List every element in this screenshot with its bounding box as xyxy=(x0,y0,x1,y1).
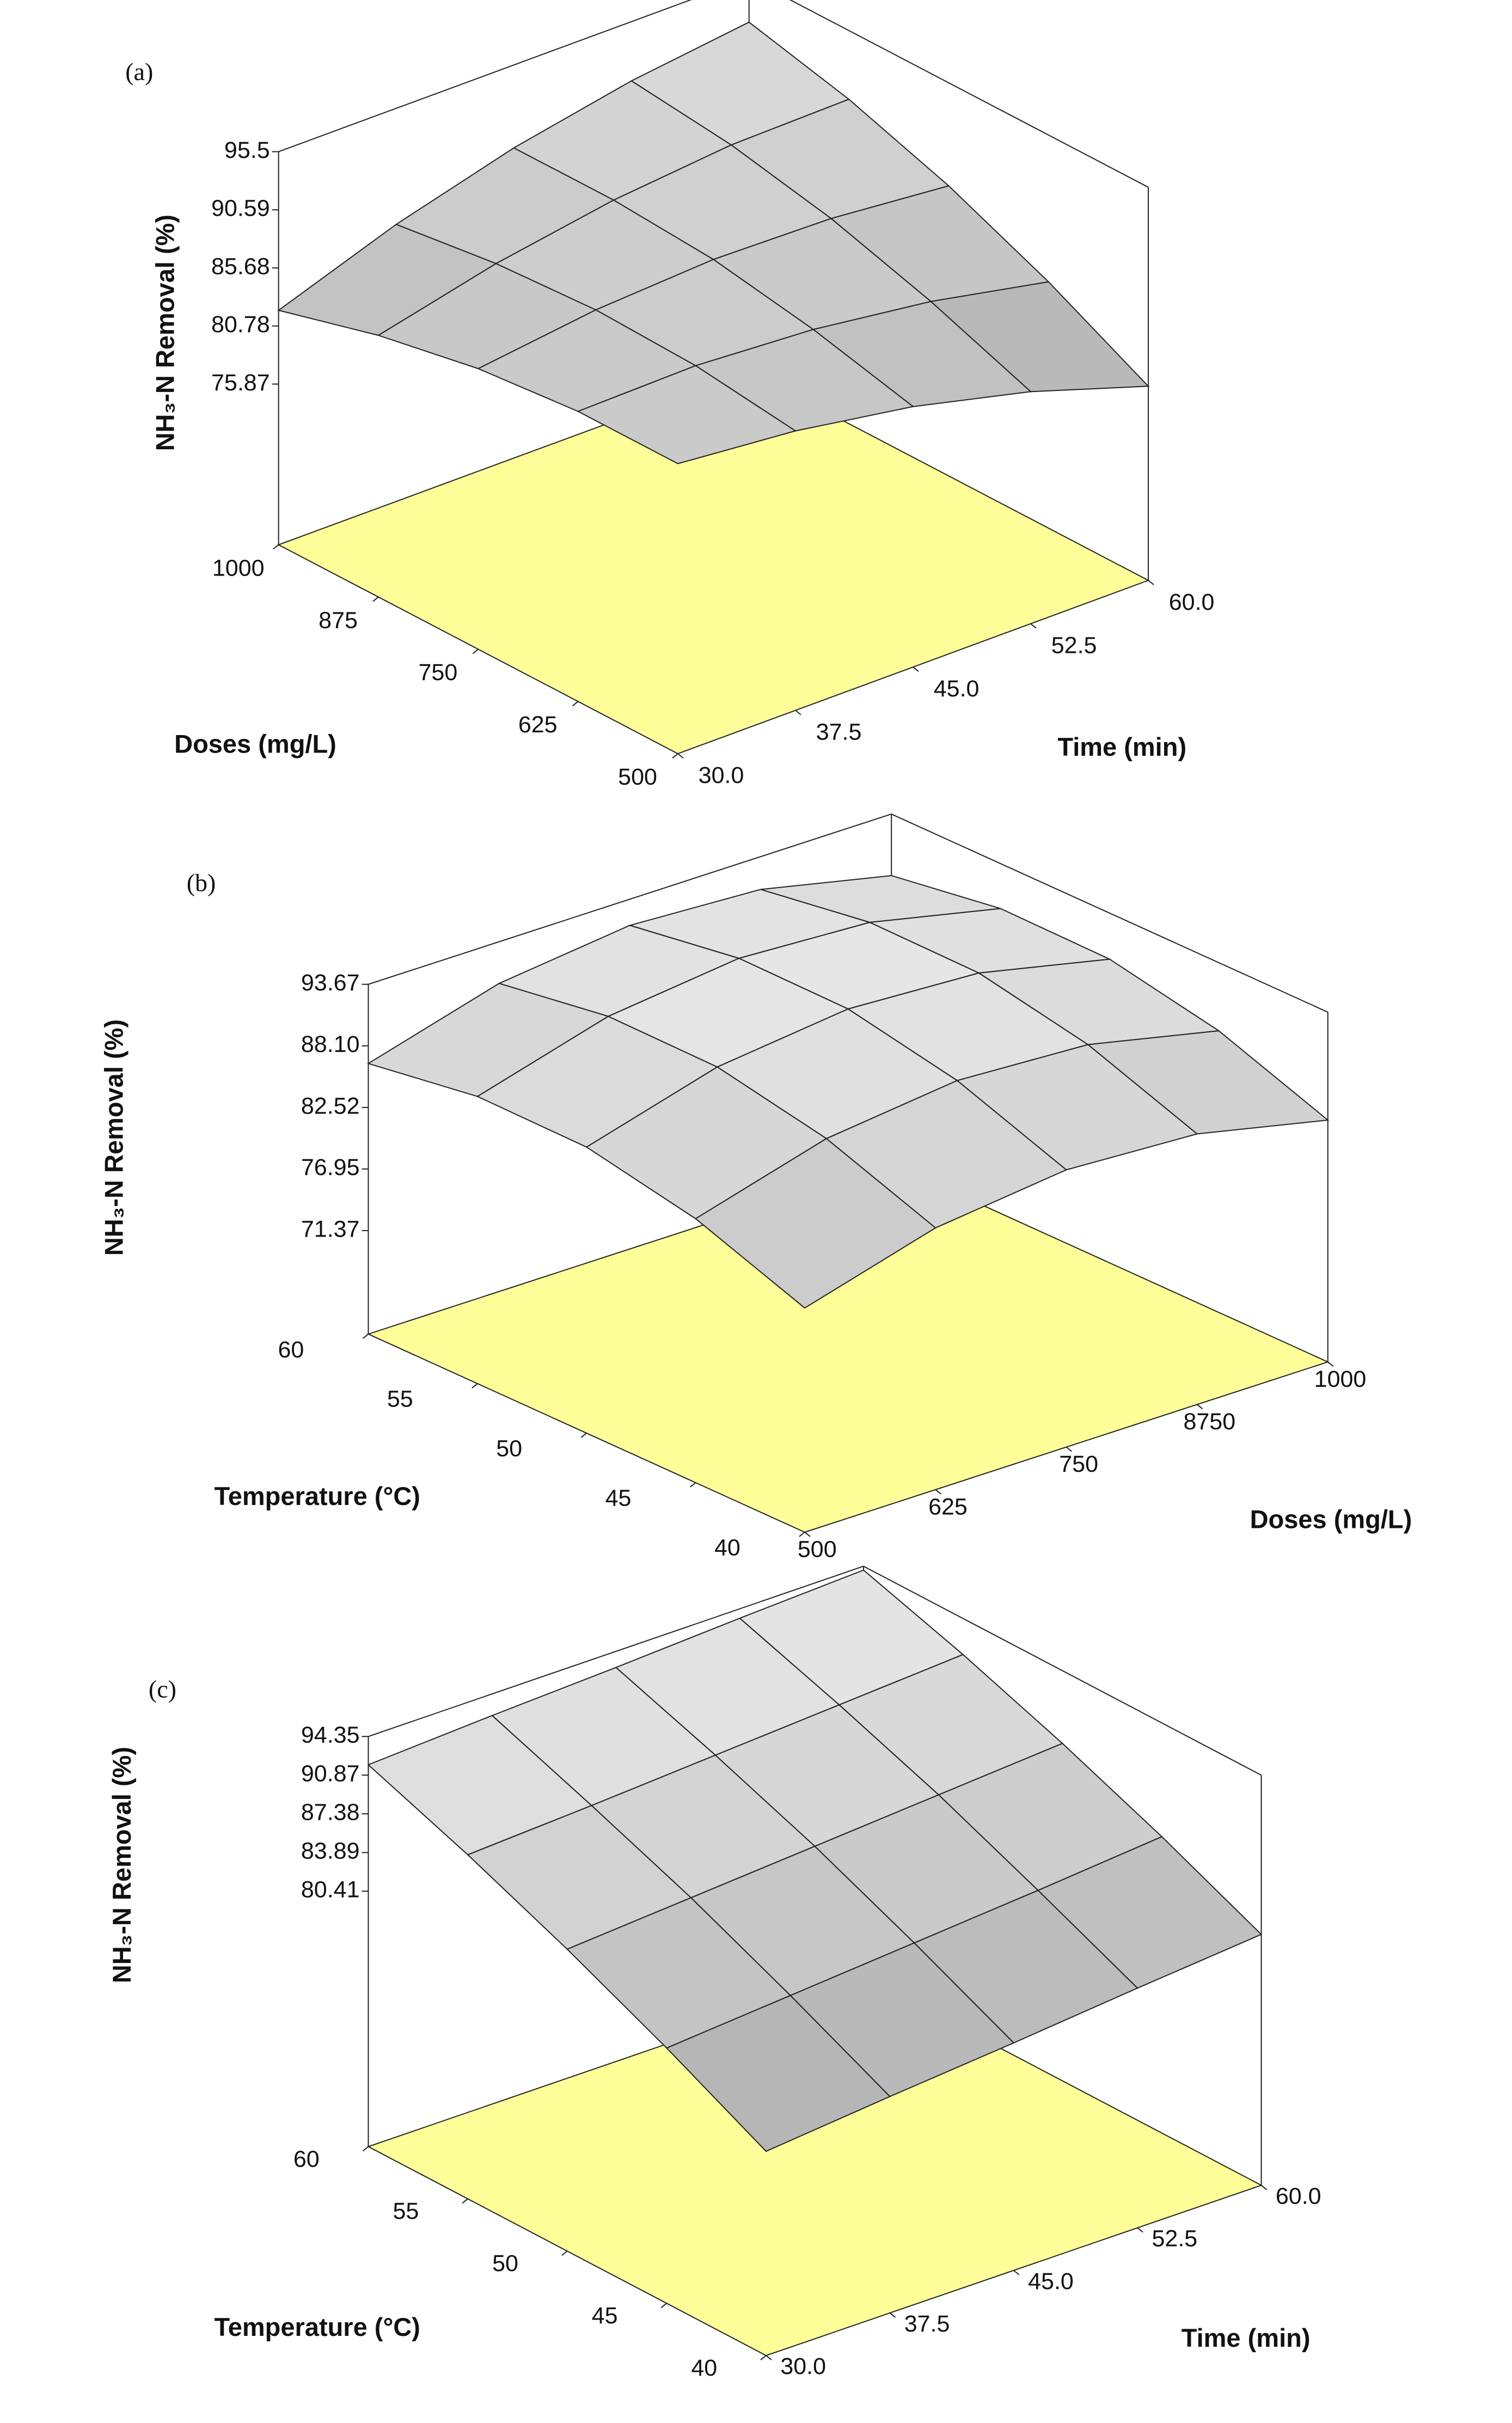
x-tick-label: 50 xyxy=(496,1436,522,1462)
y-tick-label: 30.0 xyxy=(780,2353,826,2379)
y-tick xyxy=(677,753,684,759)
y-tick xyxy=(889,2312,896,2318)
y-tick xyxy=(804,1532,811,1537)
y-axis-label: Time (min) xyxy=(1057,732,1186,761)
x-tick xyxy=(273,544,279,550)
box-edge xyxy=(863,1565,1262,1776)
z-tick-label: 93.67 xyxy=(301,970,360,996)
z-axis-label: NH₃-N Removal (%) xyxy=(107,1747,136,1983)
x-tick xyxy=(372,596,379,602)
panel-label: (c) xyxy=(149,1675,176,1703)
z-tick-label: 88.10 xyxy=(301,1031,360,1057)
x-tick xyxy=(799,1532,805,1537)
x-tick-label: 50 xyxy=(492,2250,518,2277)
y-tick-label: 8750 xyxy=(1183,1409,1235,1435)
x-tick-label: 60 xyxy=(278,1337,304,1363)
y-tick-label: 500 xyxy=(798,1536,837,1562)
x-tick-label: 1000 xyxy=(212,555,265,581)
box-edge xyxy=(368,1565,864,1737)
z-tick-label: 85.68 xyxy=(211,253,270,279)
z-tick-label: 80.41 xyxy=(301,1877,360,1903)
y-tick xyxy=(935,1489,941,1495)
z-tick-label: 80.78 xyxy=(211,311,270,338)
x-tick-label: 625 xyxy=(518,712,558,738)
y-tick-label: 625 xyxy=(928,1494,968,1520)
panel-label: (b) xyxy=(187,868,216,896)
z-tick-label: 90.87 xyxy=(301,1760,360,1786)
y-tick-label: 45.0 xyxy=(1028,2268,1074,2294)
x-tick xyxy=(690,1482,696,1488)
x-tick xyxy=(672,753,678,759)
z-tick-label: 76.95 xyxy=(301,1154,360,1180)
box-edge xyxy=(368,813,892,985)
y-tick xyxy=(1148,580,1154,585)
x-tick xyxy=(472,1383,478,1388)
x-tick xyxy=(362,2146,369,2152)
x-axis-label: Temperature (°C) xyxy=(215,1482,420,1510)
z-axis-label: NH₃-N Removal (%) xyxy=(100,1019,128,1256)
y-tick-label: 37.5 xyxy=(904,2311,950,2337)
y-tick xyxy=(1260,2185,1268,2191)
x-tick-label: 45 xyxy=(592,2303,618,2329)
y-tick-label: 750 xyxy=(1059,1451,1098,1477)
z-axis-label: NH₃-N Removal (%) xyxy=(150,215,179,451)
x-tick-label: 750 xyxy=(419,659,458,686)
y-tick-label: 52.5 xyxy=(1152,2226,1198,2252)
y-tick-label: 45.0 xyxy=(934,676,980,702)
x-tick-label: 500 xyxy=(618,764,657,790)
y-tick-label: 60.0 xyxy=(1276,2183,1321,2210)
y-tick-label: 37.5 xyxy=(816,719,862,745)
surface-cell xyxy=(665,1994,891,2152)
x-tick xyxy=(572,701,579,707)
x-tick-label: 875 xyxy=(319,607,358,633)
y-tick-label: 30.0 xyxy=(699,762,744,788)
z-tick-label: 94.35 xyxy=(301,1722,360,1748)
box-edge xyxy=(789,0,1149,188)
y-tick-label: 60.0 xyxy=(1169,589,1215,615)
x-tick-label: 40 xyxy=(691,2355,717,2381)
y-axis-label: Doses (mg/L) xyxy=(1250,1504,1412,1533)
z-tick-label: 75.87 xyxy=(211,370,270,396)
x-axis-label: Doses (mg/L) xyxy=(174,729,336,758)
z-tick-label: 95.5 xyxy=(224,137,270,163)
y-tick xyxy=(1030,623,1037,629)
y-tick-label: 1000 xyxy=(1314,1366,1367,1392)
y-tick-label: 52.5 xyxy=(1051,632,1097,658)
x-tick xyxy=(760,2355,767,2360)
z-tick-label: 87.38 xyxy=(301,1800,360,1826)
y-tick xyxy=(1137,2227,1143,2233)
x-tick xyxy=(462,2198,468,2204)
x-tick-label: 45 xyxy=(605,1485,632,1512)
y-tick xyxy=(1327,1361,1334,1367)
y-tick xyxy=(1013,2269,1020,2275)
y-tick xyxy=(1196,1404,1203,1410)
surface-cell xyxy=(577,365,797,464)
y-tick xyxy=(1066,1446,1073,1452)
x-tick-label: 60 xyxy=(293,2146,320,2172)
y-axis-label: Time (min) xyxy=(1182,2323,1311,2352)
panel-label: (a) xyxy=(125,58,153,85)
z-tick-label: 83.89 xyxy=(301,1838,360,1864)
y-tick xyxy=(913,666,919,672)
x-tick xyxy=(660,2303,667,2308)
z-tick-label: 82.52 xyxy=(301,1093,360,1119)
x-axis-label: Temperature (°C) xyxy=(215,2312,420,2341)
x-tick-label: 40 xyxy=(714,1535,740,1561)
z-tick-label: 90.59 xyxy=(211,195,270,222)
x-tick xyxy=(362,1333,369,1339)
z-tick-label: 71.37 xyxy=(301,1216,360,1242)
x-tick-label: 55 xyxy=(387,1386,413,1412)
box-edge xyxy=(891,813,1329,1013)
x-tick xyxy=(580,1433,587,1438)
y-tick xyxy=(766,2355,772,2360)
x-tick xyxy=(561,2250,568,2256)
x-tick-label: 55 xyxy=(393,2198,419,2224)
surface-cell xyxy=(694,1137,936,1309)
box-edge xyxy=(278,0,692,152)
x-tick xyxy=(472,648,479,654)
y-tick xyxy=(795,709,801,715)
